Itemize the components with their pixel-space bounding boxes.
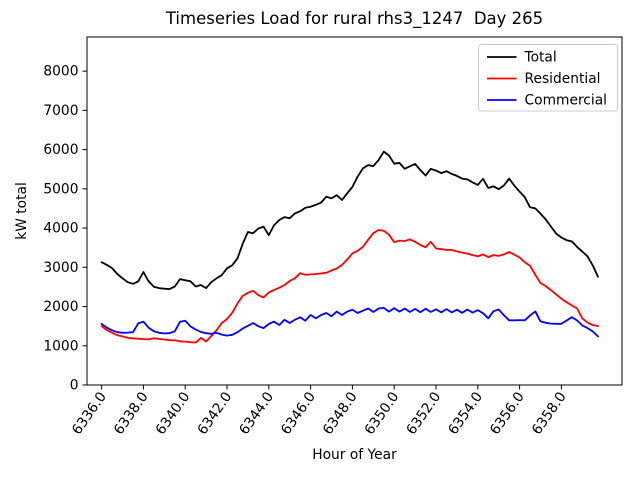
- x-tick-label: 6350.0: [362, 389, 403, 438]
- plot-area: 0 1000 2000 3000 4000 5000 6000 7000 8000 6336.0…: [43, 36, 623, 438]
- x-tick-label: 6348.0: [320, 389, 361, 438]
- legend-label-total: Total: [524, 50, 557, 66]
- y-tick-label: 5000: [43, 181, 78, 197]
- x-tick-label: 6344.0: [236, 389, 277, 438]
- x-tick-label: 6352.0: [403, 389, 444, 438]
- residential-line: [100, 229, 599, 344]
- y-axis-ticks: 0 1000 2000 3000 4000 5000 6000 7000 8000: [43, 64, 87, 394]
- y-tick-label: 1000: [43, 338, 78, 354]
- y-axis-label: kW total: [14, 182, 30, 240]
- y-tick-label: 2000: [43, 299, 78, 315]
- chart-title: Timeseries Load for rural rhs3_1247 Day …: [165, 9, 543, 29]
- y-tick-label: 8000: [43, 64, 78, 80]
- legend-label-commercial: Commercial: [525, 93, 608, 109]
- series-lines: [100, 150, 599, 344]
- legend: Total Residential Commercial: [478, 44, 618, 112]
- x-tick-label: 6342.0: [194, 389, 235, 438]
- legend-box: [478, 44, 618, 112]
- legend-label-residential: Residential: [525, 71, 601, 87]
- y-tick-label: 3000: [43, 260, 78, 276]
- x-axis-label: Hour of Year: [312, 447, 397, 463]
- y-tick-label: 0: [70, 378, 79, 394]
- x-tick-label: 6346.0: [278, 389, 319, 438]
- axes-frame: [86, 36, 623, 386]
- x-axis-ticks: 6336.0 6338.0 6340.0 6342.0 6344.0 6346.0 6348…: [69, 385, 570, 438]
- y-tick-label: 7000: [43, 103, 78, 119]
- total-line: [100, 150, 599, 291]
- x-tick-label: 6354.0: [445, 389, 486, 438]
- x-tick-label: 6356.0: [487, 389, 528, 438]
- x-tick-label: 6338.0: [111, 389, 152, 438]
- y-tick-label: 6000: [43, 142, 78, 158]
- x-tick-label: 6340.0: [153, 389, 194, 438]
- x-tick-label: 6358.0: [529, 389, 570, 438]
- y-tick-label: 4000: [43, 221, 78, 237]
- x-tick-label: 6336.0: [69, 389, 110, 438]
- commercial-line: [100, 306, 599, 338]
